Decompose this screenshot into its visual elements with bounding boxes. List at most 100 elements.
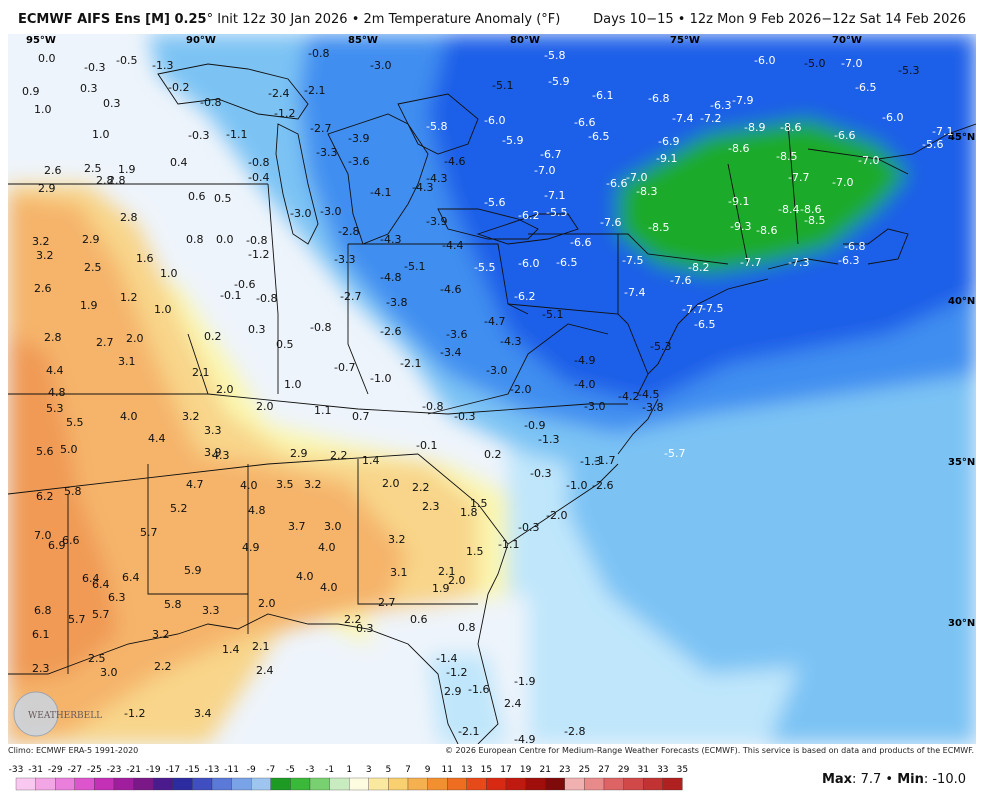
- anomaly-value-label: 2.9: [444, 685, 462, 698]
- anomaly-value-label: -7.0: [832, 176, 853, 189]
- anomaly-value-label: 0.7: [352, 410, 370, 423]
- scale-color-swatch: [35, 777, 56, 791]
- anomaly-value-label: -4.3: [380, 233, 401, 246]
- scale-color-swatch: [545, 777, 565, 791]
- scale-color-swatch: [153, 777, 173, 791]
- scale-color-swatch: [427, 777, 448, 791]
- scale-tick-label: 35: [677, 765, 688, 775]
- scale-color-swatch: [133, 777, 154, 791]
- scale-color-swatch: [564, 777, 585, 791]
- anomaly-value-label: -5.1: [542, 308, 563, 321]
- scale-tick-label: 1: [346, 765, 352, 775]
- anomaly-value-label: 6.4: [122, 571, 140, 584]
- anomaly-value-label: -3.0: [486, 364, 507, 377]
- anomaly-value-label: -6.6: [606, 177, 627, 190]
- scale-tick-label: -27: [67, 765, 82, 775]
- anomaly-value-label: -9.3: [730, 220, 751, 233]
- anomaly-value-label: -4.3: [500, 335, 521, 348]
- anomaly-value-label: 0.8: [186, 233, 204, 246]
- anomaly-value-label: 4.0: [320, 581, 338, 594]
- anomaly-value-label: -0.4: [248, 171, 269, 184]
- anomaly-value-label: 2.3: [32, 662, 50, 675]
- scale-color-swatch: [662, 777, 683, 791]
- scale-tick-label: -25: [87, 765, 102, 775]
- anomaly-value-label: -6.2: [518, 209, 539, 222]
- anomaly-value-label: 4.8: [48, 386, 66, 399]
- anomaly-value-label: -2.8: [338, 225, 359, 238]
- anomaly-value-label: 3.3: [202, 604, 220, 617]
- anomaly-value-label: 0.4: [170, 156, 188, 169]
- weatherbell-logo: WEATHERBELL: [13, 691, 102, 737]
- anomaly-value-label: 1.1: [314, 404, 332, 417]
- anomaly-value-label: -3.0: [290, 207, 311, 220]
- scale-color-swatch: [349, 777, 369, 791]
- anomaly-value-label: 1.0: [92, 128, 110, 141]
- anomaly-value-label: 4.4: [148, 432, 166, 445]
- anomaly-value-label: -4.1: [370, 186, 391, 199]
- anomaly-value-label: -2.7: [310, 122, 331, 135]
- anomaly-value-label: 2.9: [38, 182, 56, 195]
- anomaly-value-label: 1.6: [136, 252, 154, 265]
- scale-tick-label: 5: [386, 765, 392, 775]
- anomaly-value-label: -1.2: [124, 707, 145, 720]
- anomaly-value-label: 3.5: [276, 478, 294, 491]
- anomaly-value-label: -1.4: [436, 652, 457, 665]
- anomaly-value-label: 1.9: [118, 163, 136, 176]
- anomaly-value-label: -3.8: [642, 401, 663, 414]
- scale-tick-label: 15: [481, 765, 492, 775]
- scale-color-swatch: [329, 777, 350, 791]
- anomaly-value-label: -3.0: [320, 205, 341, 218]
- anomaly-value-label: 6.9: [48, 539, 66, 552]
- anomaly-value-label: -0.9: [524, 419, 545, 432]
- scale-color-swatch: [584, 777, 605, 791]
- min-value: -10.0: [932, 772, 966, 787]
- anomaly-value-label: -3.0: [584, 400, 605, 413]
- scale-color-swatch: [55, 777, 75, 791]
- anomaly-value-label: 5.2: [170, 502, 188, 515]
- anomaly-value-label: 0.3: [248, 323, 266, 336]
- scale-tick-label: -15: [185, 765, 200, 775]
- anomaly-value-label: -2.0: [510, 383, 531, 396]
- anomaly-value-label: -4.2: [618, 390, 639, 403]
- boundaries: [8, 63, 976, 744]
- anomaly-value-label: 0.2: [204, 330, 222, 343]
- anomaly-value-label: 2.1: [438, 565, 456, 578]
- scale-tick-label: 25: [579, 765, 590, 775]
- anomaly-value-label: -1.6: [468, 683, 489, 696]
- lat-label-45n: 45°N: [948, 132, 975, 143]
- anomaly-value-label: 2.7: [96, 336, 114, 349]
- anomaly-value-label: -0.6: [234, 278, 255, 291]
- anomaly-value-label: 2.1: [252, 640, 270, 653]
- anomaly-value-label: -3.6: [348, 155, 369, 168]
- anomaly-value-label: -2.1: [458, 725, 479, 738]
- anomaly-value-label: -0.8: [246, 234, 267, 247]
- anomaly-value-label: -0.8: [256, 292, 277, 305]
- anomaly-value-labels: 0.0-0.3-0.5 -1.3-0.8-3.0-5.8 -6.0 -5.0 -7.0-…: [22, 47, 953, 744]
- anomaly-value-label: 2.5: [88, 652, 106, 665]
- scale-tick-label: -33: [9, 765, 24, 775]
- anomaly-value-label: -7.5: [622, 254, 643, 267]
- anomaly-value-label: -4.9: [574, 354, 595, 367]
- anomaly-value-label: -0.2: [168, 81, 189, 94]
- scale-tick-label: -3: [306, 765, 315, 775]
- anomaly-value-label: 2.8: [44, 331, 62, 344]
- anomaly-value-label: 1.5: [470, 497, 488, 510]
- anomaly-value-label: -2.7: [340, 290, 361, 303]
- anomaly-value-label: -5.1: [404, 260, 425, 273]
- anomaly-value-label: 4.4: [46, 364, 64, 377]
- copyright-note: © 2026 European Centre for Medium-Range …: [445, 746, 974, 755]
- anomaly-value-label: -6.2: [514, 290, 535, 303]
- anomaly-value-label: -3.9: [426, 215, 447, 228]
- lon-label-95w: 95°W: [26, 35, 56, 46]
- anomaly-value-label: 2.2: [154, 660, 172, 673]
- anomaly-value-label: -6.0: [518, 257, 539, 270]
- climo-note: Climo: ECMWF ERA-5 1991-2020: [8, 746, 139, 755]
- graticule-labels: 95°W 90°W 85°W 80°W 75°W 70°W 45°N 40°N …: [26, 35, 975, 629]
- anomaly-value-label: -5.9: [502, 134, 523, 147]
- anomaly-value-label: 7.0: [34, 529, 52, 542]
- min-label: Min: [897, 772, 924, 787]
- anomaly-value-label: -4.4: [442, 239, 463, 252]
- anomaly-value-label: 2.8: [108, 174, 126, 187]
- anomaly-value-label: -0.3: [530, 467, 551, 480]
- scale-tick-label: 7: [405, 765, 411, 775]
